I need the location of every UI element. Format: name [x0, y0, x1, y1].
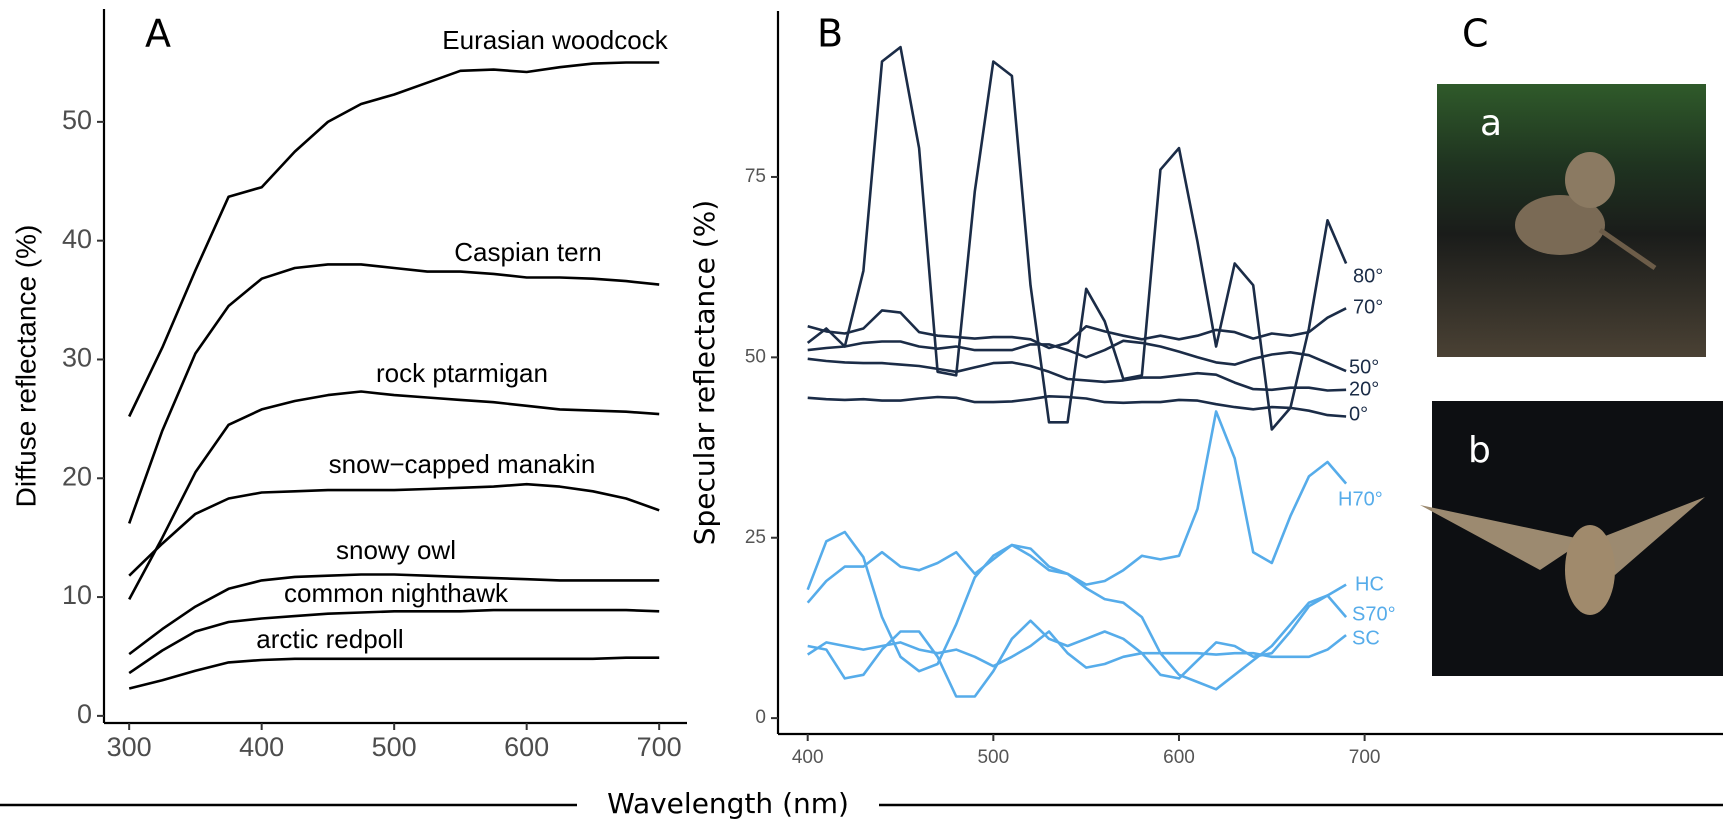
series-label: arctic redpoll: [256, 624, 403, 654]
x-tick-label: 300: [107, 732, 152, 762]
x-axis-title: Wavelength (nm): [607, 787, 849, 820]
bird-tail: [1565, 152, 1615, 208]
x-tick-label: 500: [977, 747, 1009, 768]
y-tick-label: 10: [62, 580, 92, 610]
panel-label: B: [817, 12, 843, 56]
series-line: [807, 594, 1348, 698]
y-tick-label: 25: [745, 527, 766, 548]
series-label: S70°: [1352, 603, 1396, 625]
x-tick-label: 700: [637, 732, 682, 762]
series-label: snow−capped manakin: [329, 449, 596, 479]
series-label: 80°: [1353, 265, 1383, 287]
series-line: [128, 61, 660, 418]
series-label: 0°: [1349, 403, 1368, 425]
photo-b: [1420, 401, 1723, 676]
x-tick-label: 700: [1349, 747, 1381, 768]
series-line: [807, 339, 1347, 373]
y-tick-label: 50: [745, 346, 766, 367]
series-line: [806, 543, 1347, 691]
series-label: snowy owl: [336, 535, 456, 565]
panel-label: C: [1462, 12, 1489, 56]
series-label: 70°: [1353, 296, 1383, 318]
x-tick-label: 600: [1163, 747, 1195, 768]
bird-body: [1565, 525, 1615, 615]
series-line: [128, 608, 660, 675]
series-label: rock ptarmigan: [376, 358, 548, 388]
y-tick-label: 75: [745, 166, 766, 187]
series-line: [128, 573, 660, 656]
x-tick-label: 400: [239, 732, 284, 762]
y-tick-label: 0: [755, 707, 766, 728]
photo-label: a: [1480, 103, 1502, 144]
series-line: [128, 390, 660, 601]
series-line: [807, 357, 1347, 392]
bird-body: [1515, 195, 1605, 255]
series-label: Eurasian woodcock: [442, 25, 668, 55]
series-label: H70°: [1338, 488, 1383, 510]
photo-a: [1437, 84, 1706, 357]
series-line: [806, 45, 1348, 431]
y-axis-title: Diffuse reflectance (%): [10, 225, 41, 508]
y-tick-label: 0: [77, 699, 92, 729]
photo-label: b: [1468, 430, 1491, 471]
bird-bill: [1598, 227, 1657, 271]
series-label: 50°: [1349, 356, 1379, 378]
series-label: Caspian tern: [454, 237, 601, 267]
series-line: [128, 482, 660, 577]
y-tick-label: 30: [62, 343, 92, 373]
series-label: 20°: [1349, 378, 1379, 400]
x-tick-label: 400: [792, 747, 824, 768]
y-tick-label: 40: [62, 224, 92, 254]
series-label: HC: [1355, 573, 1384, 595]
bird-wings: [1420, 497, 1705, 575]
series-label: SC: [1352, 627, 1380, 649]
y-tick-label: 50: [62, 105, 92, 135]
series-line: [127, 263, 660, 524]
y-axis-title: Specular reflectance (%): [688, 200, 721, 546]
x-tick-label: 600: [504, 732, 549, 762]
series-line: [807, 395, 1347, 418]
series-line: [807, 307, 1347, 350]
series-label: common nighthawk: [284, 578, 509, 608]
panel-label: A: [145, 12, 171, 56]
series-line: [806, 630, 1347, 669]
series-line: [806, 410, 1348, 673]
x-tick-label: 500: [372, 732, 417, 762]
y-tick-label: 20: [62, 461, 92, 491]
series-line: [128, 656, 660, 690]
